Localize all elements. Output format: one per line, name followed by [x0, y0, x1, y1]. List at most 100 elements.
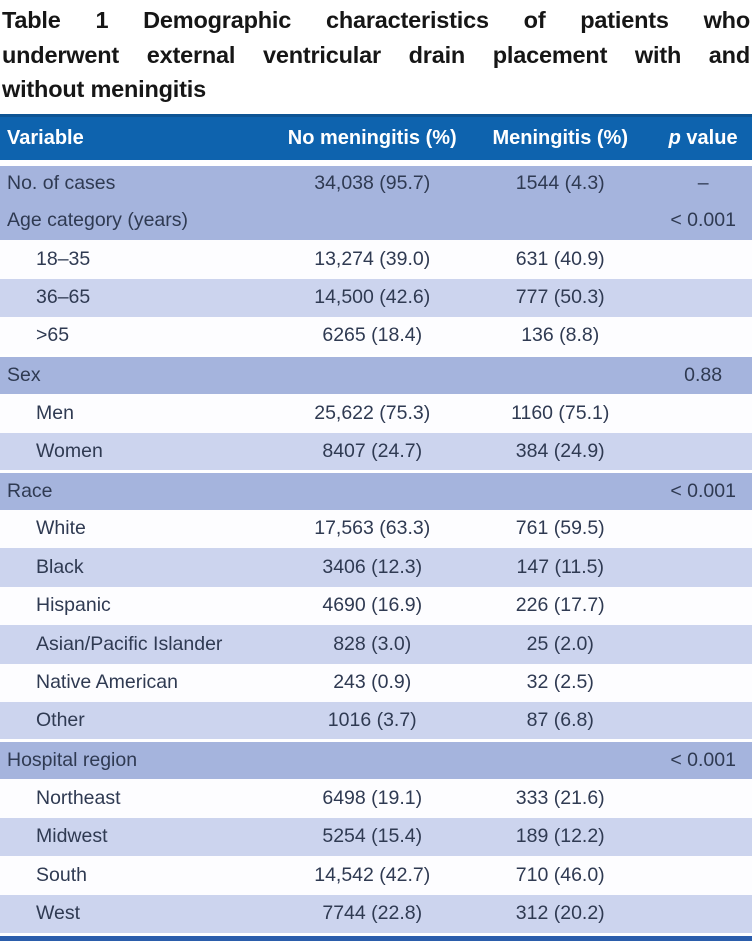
cell-p-value: [654, 702, 752, 741]
cell-variable: >65: [0, 317, 279, 356]
table-row: Northeast 6498 (19.1) 333 (21.6): [0, 779, 752, 818]
cell-variable: South: [0, 856, 279, 895]
cell-no-meningitis: 4690 (16.9): [278, 586, 467, 625]
cell-meningitis: 25 (2.0): [466, 625, 655, 664]
cell-p-value: [654, 317, 752, 356]
cell-no-meningitis: 7744 (22.8): [278, 894, 467, 933]
table-row: West 7744 (22.8) 312 (20.2): [0, 894, 752, 933]
cell-p-value: [654, 432, 752, 471]
table-row: >65 6265 (18.4) 136 (8.8): [0, 317, 752, 356]
p-rest: value: [680, 126, 738, 149]
table-row: 18–35 13,274 (39.0) 631 (40.9): [0, 240, 752, 279]
cell-no-meningitis: 17,563 (63.3): [278, 509, 467, 548]
cell-variable: No. of cases: [0, 163, 279, 202]
cell-meningitis: 189 (12.2): [466, 817, 655, 856]
cell-variable: Other: [0, 702, 279, 741]
cell-meningitis: 710 (46.0): [466, 856, 655, 895]
cell-no-meningitis: 14,500 (42.6): [278, 278, 467, 317]
table-row: Midwest 5254 (15.4) 189 (12.2): [0, 817, 752, 856]
cell-p-value: [654, 625, 752, 664]
cell-p-value: [654, 894, 752, 933]
cell-meningitis: [466, 469, 655, 510]
cell-meningitis: 761 (59.5): [466, 509, 655, 548]
cell-variable: Northeast: [0, 779, 279, 818]
cell-meningitis: 87 (6.8): [466, 702, 655, 741]
table-row: Native American 243 (0.9) 32 (2.5): [0, 663, 752, 702]
cell-meningitis: 32 (2.5): [466, 663, 655, 702]
cell-no-meningitis: [278, 201, 467, 240]
cell-meningitis: 1544 (4.3): [466, 163, 655, 202]
cell-variable: Age category (years): [0, 201, 279, 240]
cell-p-value: [654, 240, 752, 279]
cell-meningitis: [466, 354, 655, 394]
cell-meningitis: 136 (8.8): [466, 317, 655, 356]
cell-p-value: [654, 817, 752, 856]
cell-no-meningitis: 13,274 (39.0): [278, 240, 467, 279]
cell-no-meningitis: 1016 (3.7): [278, 702, 467, 741]
cell-meningitis: 631 (40.9): [466, 240, 655, 279]
cell-meningitis: 1160 (75.1): [466, 394, 655, 433]
cell-p-value: < 0.001: [654, 201, 752, 240]
cell-variable: Native American: [0, 663, 279, 702]
table-row: No. of cases 34,038 (95.7) 1544 (4.3) –: [0, 163, 752, 202]
cell-meningitis: 312 (20.2): [466, 894, 655, 933]
cell-no-meningitis: 14,542 (42.7): [278, 856, 467, 895]
table-row: Black 3406 (12.3) 147 (11.5): [0, 548, 752, 587]
cell-no-meningitis: 8407 (24.7): [278, 432, 467, 471]
cell-no-meningitis: 6265 (18.4): [278, 317, 467, 356]
cell-variable: West: [0, 894, 279, 933]
table-row: Hispanic 4690 (16.9) 226 (17.7): [0, 586, 752, 625]
category-row: Race < 0.001: [0, 469, 752, 510]
cell-p-value: [654, 663, 752, 702]
cell-no-meningitis: [278, 739, 467, 779]
col-header-variable: Variable: [0, 113, 279, 166]
table-row: 36–65 14,500 (42.6) 777 (50.3): [0, 278, 752, 317]
cell-p-value: 0.88: [654, 354, 752, 394]
cell-variable: White: [0, 509, 279, 548]
table-title-line: underwent external ventricular drain pla…: [2, 41, 750, 68]
cell-variable: Asian/Pacific Islander: [0, 625, 279, 664]
cell-no-meningitis: 34,038 (95.7): [278, 163, 467, 202]
cell-meningitis: [466, 201, 655, 240]
table-row: South 14,542 (42.7) 710 (46.0): [0, 856, 752, 895]
col-header-p-value: p value: [654, 113, 752, 166]
cell-variable: Sex: [0, 354, 279, 394]
cell-variable: Black: [0, 548, 279, 587]
col-header-no-meningitis: No meningitis (%): [278, 113, 467, 166]
cell-variable: Men: [0, 394, 279, 433]
cell-p-value: < 0.001: [654, 739, 752, 779]
cell-p-value: –: [654, 163, 752, 202]
cell-variable: Hispanic: [0, 586, 279, 625]
cell-meningitis: 333 (21.6): [466, 779, 655, 818]
cell-p-value: [654, 586, 752, 625]
cell-no-meningitis: 25,622 (75.3): [278, 394, 467, 433]
cell-no-meningitis: 243 (0.9): [278, 663, 467, 702]
table-title-line: Table 1 Demographic characteristics of p…: [2, 7, 750, 33]
cell-p-value: [654, 779, 752, 818]
cell-meningitis: 147 (11.5): [466, 548, 655, 587]
cell-variable: Hospital region: [0, 739, 279, 779]
cell-p-value: [654, 278, 752, 317]
cell-meningitis: 384 (24.9): [466, 432, 655, 471]
p-italic: p: [668, 126, 681, 149]
table-title: Table 1 Demographic characteristics of p…: [0, 0, 752, 107]
table-row: Men 25,622 (75.3) 1160 (75.1): [0, 394, 752, 433]
cell-p-value: < 0.001: [654, 469, 752, 510]
category-row: Hospital region < 0.001: [0, 739, 752, 779]
table-row: White 17,563 (63.3) 761 (59.5): [0, 509, 752, 548]
cell-meningitis: [466, 739, 655, 779]
cell-no-meningitis: 3406 (12.3): [278, 548, 467, 587]
category-row: Age category (years) < 0.001: [0, 201, 752, 240]
cell-no-meningitis: 5254 (15.4): [278, 817, 467, 856]
cell-no-meningitis: [278, 469, 467, 510]
cell-p-value: [654, 548, 752, 587]
table-row: Other 1016 (3.7) 87 (6.8): [0, 702, 752, 741]
table-row: Women 8407 (24.7) 384 (24.9): [0, 432, 752, 471]
cell-no-meningitis: 828 (3.0): [278, 625, 467, 664]
cell-p-value: [654, 509, 752, 548]
cell-variable: Midwest: [0, 817, 279, 856]
cell-variable: Race: [0, 469, 279, 510]
demographics-table: Variable No meningitis (%) Meningitis (%…: [0, 113, 752, 933]
cell-variable: 18–35: [0, 240, 279, 279]
